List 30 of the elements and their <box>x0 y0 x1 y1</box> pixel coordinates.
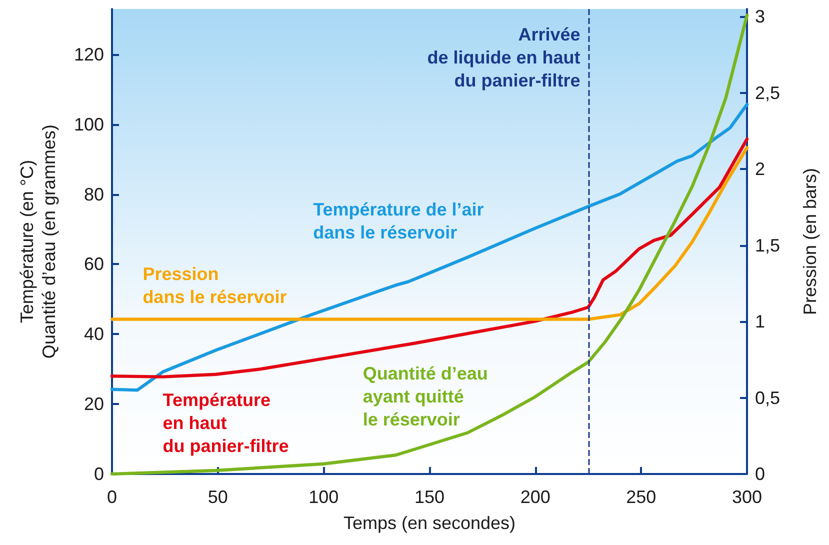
y-tick-label: 120 <box>74 44 104 64</box>
x-tick-label: 150 <box>414 487 445 507</box>
y-tick-label: 0 <box>94 464 104 484</box>
y-tick-label: 80 <box>84 184 104 204</box>
x-tick-label: 100 <box>308 487 339 507</box>
series-label: Température en haut du panier-filtre <box>162 390 289 456</box>
series-label: Quantité d’eau ayant quitté le réservoir <box>362 364 488 430</box>
x-tick-label: 250 <box>626 487 656 507</box>
x-axis-title: Temps (en secondes) <box>343 513 516 533</box>
y2-tick-label: 0 <box>755 464 766 484</box>
y-tick-label: 40 <box>84 324 104 344</box>
x-tick-label: 200 <box>520 487 550 507</box>
y2-tick-label: 0,5 <box>755 388 780 408</box>
y-tick-label: 60 <box>84 254 104 274</box>
ref-line-label: Arrivée de liquide en haut du panier-filtre <box>427 24 580 90</box>
line-series <box>110 146 749 321</box>
series-label: Pression dans le réservoir <box>142 264 287 307</box>
y2-tick-label: 2,5 <box>755 82 780 103</box>
y2-axis-title: Pression (en bars) <box>800 168 820 316</box>
y2-tick-label: 2 <box>755 159 766 180</box>
y2-tick-label: 1 <box>755 312 766 332</box>
series-label: Température de l’air dans le réservoir <box>313 199 484 242</box>
y-tick-label: 100 <box>74 114 104 134</box>
x-tick-label: 0 <box>106 487 118 507</box>
y-tick-label: 20 <box>84 394 104 414</box>
y2-tick-label: 3 <box>755 6 766 27</box>
x-tick-label: 50 <box>208 487 228 507</box>
x-tick-label: 300 <box>732 487 762 507</box>
y-axis-title: Température (en °C) Quantité d’eau (en grammes) <box>17 124 59 359</box>
y2-tick-label: 1,5 <box>755 235 780 256</box>
